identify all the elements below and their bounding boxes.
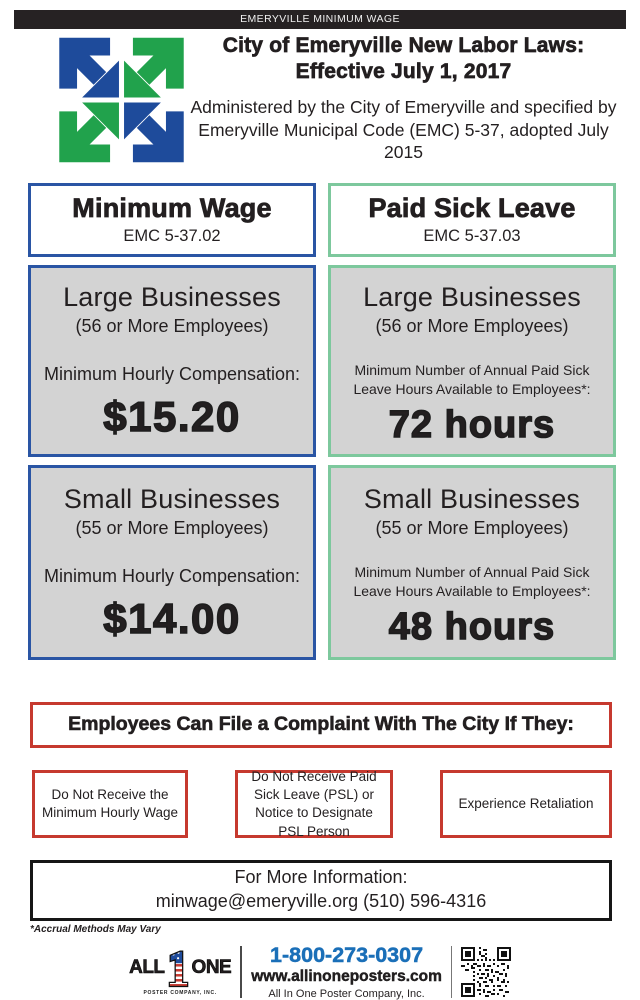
complaint-reason-retaliation-text: Experience Retaliation [458, 796, 594, 812]
flag-numeral-one-icon [166, 947, 191, 989]
law-columns: Minimum Wage EMC 5-37.02 Large Businesse… [28, 183, 616, 661]
publisher-phone: 1-800-273-0307 [270, 943, 424, 968]
publisher-website: www.allinoneposters.com [251, 968, 442, 986]
paid-sick-leave-column: Paid Sick Leave EMC 5-37.03 Large Busine… [328, 183, 616, 661]
mw-large-business-box: Large Businesses (56 or More Employees) … [28, 265, 316, 458]
emeryville-city-logo [58, 36, 185, 164]
page-title-line2: Effective July 1, 2017 [295, 59, 512, 83]
psl-large-label: Minimum Number of Annual Paid Sick Leave… [353, 362, 591, 397]
mw-small-heading: Small Businesses [63, 484, 281, 515]
psl-small-value: 48 hours [388, 605, 556, 649]
mw-small-value: $14.00 [103, 595, 241, 644]
top-banner-text: EMERYVILLE MINIMUM WAGE [240, 13, 400, 25]
minimum-wage-column: Minimum Wage EMC 5-37.02 Large Businesse… [28, 183, 316, 661]
more-information-contact: minwage@emeryville.org (510) 596-4316 [155, 890, 487, 911]
footer-divider-thin [450, 945, 452, 998]
mw-small-label: Minimum Hourly Compensation: [43, 566, 301, 587]
psl-large-heading: Large Businesses [363, 282, 581, 313]
complaint-reason-psl-text: Do Not Receive Paid Sick Leave (PSL) or … [251, 768, 377, 839]
all-in-one-logo-all: ALL [129, 957, 166, 979]
psl-small-business-box: Small Businesses (55 or More Employees) … [328, 465, 616, 661]
psl-small-label: Minimum Number of Annual Paid Sick Leave… [353, 564, 591, 599]
four-arrows-icon [58, 36, 185, 164]
publisher-contact: 1-800-273-0307 www.allinoneposters.com A… [251, 943, 442, 1000]
psl-small-heading: Small Businesses [363, 484, 581, 515]
poster-header: City of Emeryville New Labor Laws: Effec… [58, 33, 622, 167]
minimum-wage-code: EMC 5-37.02 [123, 227, 221, 246]
more-information-title: For More Information: [234, 867, 408, 888]
minimum-wage-header-box: Minimum Wage EMC 5-37.02 [28, 183, 316, 258]
top-banner: EMERYVILLE MINIMUM WAGE [14, 10, 626, 29]
all-in-one-logo-row: ALL [129, 947, 232, 989]
psl-large-business-box: Large Businesses (56 or More Employees) … [328, 265, 616, 458]
footer-divider [240, 945, 243, 998]
complaint-reasons: Do Not Receive the Minimum Hourly Wage D… [32, 768, 612, 839]
mw-small-business-box: Small Businesses (55 or More Employees) … [28, 465, 316, 661]
accrual-footnote: *Accrual Methods May Vary [30, 924, 161, 936]
complaint-reason-wage: Do Not Receive the Minimum Hourly Wage [32, 770, 188, 839]
complaint-reason-retaliation: Experience Retaliation [440, 770, 612, 839]
paid-sick-leave-header-box: Paid Sick Leave EMC 5-37.03 [328, 183, 616, 258]
publisher-footer: ALL [0, 943, 640, 1000]
qr-code [460, 946, 511, 997]
header-text: City of Emeryville New Labor Laws: Effec… [185, 33, 622, 167]
mw-large-value: $15.20 [103, 393, 241, 442]
complaint-reason-wage-text: Do Not Receive the Minimum Hourly Wage [41, 787, 179, 821]
mw-large-heading: Large Businesses [63, 282, 281, 313]
mw-large-subheading: (56 or More Employees) [75, 316, 269, 337]
all-in-one-logo-subtext: POSTER COMPANY, INC. [143, 990, 217, 997]
page-subtitle: Administered by the City of Emeryville a… [190, 97, 617, 162]
paid-sick-leave-title: Paid Sick Leave [368, 193, 576, 224]
paid-sick-leave-code: EMC 5-37.03 [423, 227, 521, 246]
publisher-company-name: All In One Poster Company, Inc. [268, 988, 425, 1000]
mw-large-label: Minimum Hourly Compensation: [43, 364, 301, 385]
psl-large-subheading: (56 or More Employees) [375, 316, 569, 337]
complaint-heading: Employees Can File a Complaint With The … [68, 713, 574, 736]
mw-small-subheading: (55 or More Employees) [75, 518, 269, 539]
all-in-one-logo-one: ONE [191, 957, 232, 979]
complaint-reason-psl: Do Not Receive Paid Sick Leave (PSL) or … [235, 768, 393, 839]
more-information-box: For More Information: minwage@emeryville… [30, 860, 612, 922]
psl-large-value: 72 hours [388, 403, 556, 447]
page-title-line1: City of Emeryville New Labor Laws: [222, 34, 585, 58]
complaint-heading-box: Employees Can File a Complaint With The … [30, 702, 612, 749]
minimum-wage-title: Minimum Wage [72, 193, 272, 224]
psl-small-subheading: (55 or More Employees) [375, 518, 569, 539]
